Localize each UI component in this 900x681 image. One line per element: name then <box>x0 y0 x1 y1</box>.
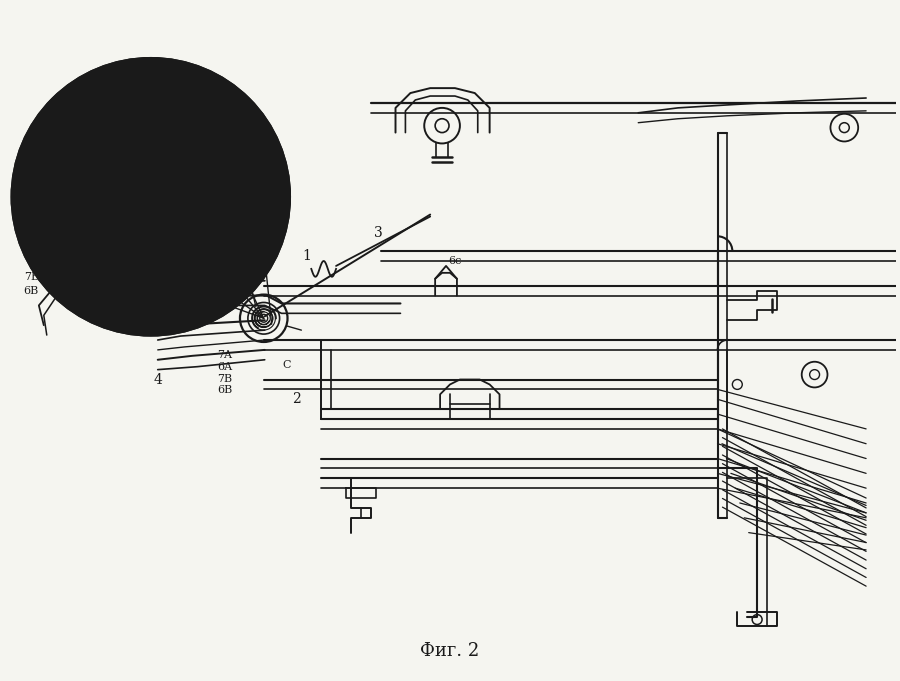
Text: 3: 3 <box>374 226 383 240</box>
Text: 7B: 7B <box>23 272 39 282</box>
Text: Фиг. 2: Фиг. 2 <box>420 642 480 660</box>
Text: 6B: 6B <box>242 206 257 217</box>
Text: 3: 3 <box>236 101 244 115</box>
Text: 4: 4 <box>153 373 162 387</box>
Text: 6c: 6c <box>188 113 201 123</box>
Circle shape <box>12 59 290 335</box>
Text: 6A: 6A <box>217 362 232 372</box>
Text: 7A: 7A <box>217 350 232 360</box>
Text: C: C <box>283 360 291 370</box>
Text: 4: 4 <box>94 104 103 118</box>
Text: 7B: 7B <box>217 374 232 383</box>
Text: 2: 2 <box>292 392 301 407</box>
Text: 6: 6 <box>32 258 39 268</box>
Text: 6c: 6c <box>448 256 462 266</box>
Text: 6B: 6B <box>217 385 232 396</box>
Text: 7A: 7A <box>23 244 39 254</box>
Text: 1: 1 <box>173 305 182 319</box>
Text: 6B: 6B <box>23 285 39 296</box>
Text: 6A: 6A <box>242 180 257 190</box>
Text: 1: 1 <box>302 249 310 263</box>
